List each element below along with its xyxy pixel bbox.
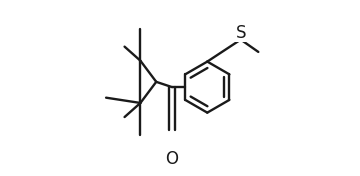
Text: S: S <box>235 24 246 42</box>
Text: O: O <box>166 150 179 168</box>
